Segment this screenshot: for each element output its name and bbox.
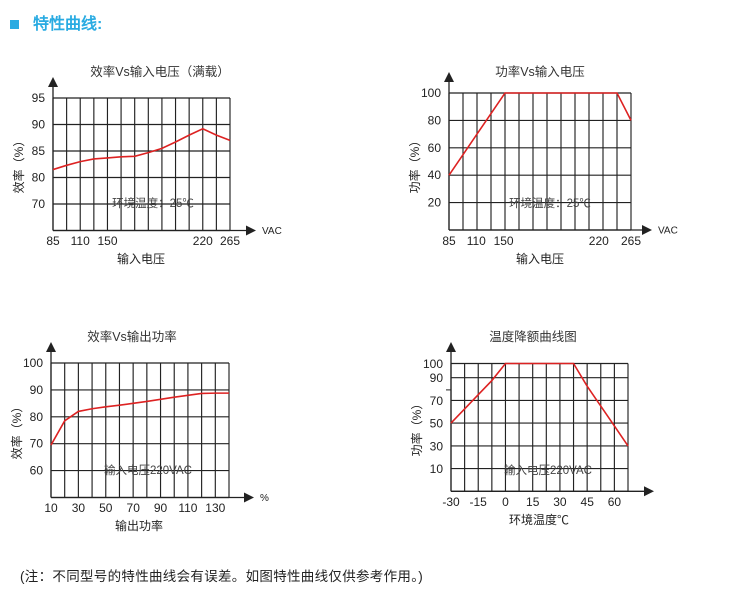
svg-text:90: 90 — [32, 118, 46, 132]
svg-text:85: 85 — [32, 144, 46, 158]
svg-text:15: 15 — [526, 495, 540, 509]
svg-text:输出功率: 输出功率 — [115, 518, 163, 533]
svg-text:VAC: VAC — [262, 226, 282, 237]
svg-text:110: 110 — [71, 234, 90, 248]
svg-text:-15: -15 — [470, 495, 488, 509]
svg-text:效率（%）: 效率（%） — [11, 135, 26, 194]
svg-text:-30: -30 — [442, 495, 460, 509]
svg-text:265: 265 — [220, 234, 240, 248]
svg-text:0: 0 — [502, 495, 509, 509]
svg-text:功率Vs输入电压: 功率Vs输入电压 — [495, 64, 585, 79]
svg-text:效率Vs输入电压（满载）: 效率Vs输入电压（满载） — [90, 64, 230, 79]
svg-text:环境温度：25℃: 环境温度：25℃ — [112, 196, 194, 210]
svg-text:60: 60 — [30, 464, 44, 478]
svg-text:70: 70 — [430, 394, 444, 408]
svg-text:输入电压: 输入电压 — [516, 251, 564, 266]
svg-text:30: 30 — [72, 501, 86, 515]
svg-text:环境温度℃: 环境温度℃ — [509, 512, 569, 527]
svg-text:85: 85 — [442, 234, 456, 248]
svg-text:温度降额曲线图: 温度降额曲线图 — [489, 329, 577, 344]
svg-text:45: 45 — [581, 495, 595, 509]
svg-text:30: 30 — [553, 495, 567, 509]
svg-text:90: 90 — [154, 501, 168, 515]
svg-text:220: 220 — [193, 234, 213, 248]
svg-text:80: 80 — [428, 113, 442, 127]
svg-text:50: 50 — [99, 501, 113, 515]
svg-text:40: 40 — [428, 168, 442, 182]
svg-text:30: 30 — [430, 439, 444, 453]
svg-text:特性曲线:: 特性曲线: — [33, 14, 102, 33]
svg-text:输入电压: 输入电压 — [117, 251, 165, 266]
svg-text:环境温度：25℃: 环境温度：25℃ — [509, 196, 591, 210]
svg-text:95: 95 — [32, 91, 46, 105]
svg-text:60: 60 — [428, 141, 442, 155]
svg-text:效率（%）: 效率（%） — [9, 401, 24, 460]
svg-text:60: 60 — [608, 495, 622, 509]
svg-text:50: 50 — [430, 417, 444, 431]
svg-text:265: 265 — [621, 234, 641, 248]
svg-text:输入电压220VAC: 输入电压220VAC — [504, 463, 592, 477]
svg-text:150: 150 — [97, 234, 117, 248]
svg-text:220: 220 — [589, 234, 609, 248]
svg-text:90: 90 — [430, 371, 444, 385]
svg-text:80: 80 — [32, 171, 46, 185]
svg-text:110: 110 — [178, 501, 197, 515]
svg-text:130: 130 — [205, 501, 225, 515]
svg-text:功率（%）: 功率（%） — [407, 135, 422, 194]
svg-text:100: 100 — [421, 86, 441, 100]
svg-text:100: 100 — [423, 357, 443, 371]
svg-text:150: 150 — [494, 234, 514, 248]
svg-text:70: 70 — [32, 197, 46, 211]
svg-text:VAC: VAC — [658, 226, 678, 237]
svg-text:70: 70 — [30, 437, 44, 451]
svg-text:70: 70 — [127, 501, 141, 515]
svg-text:效率Vs输出功率: 效率Vs输出功率 — [87, 329, 177, 344]
svg-text:85: 85 — [46, 234, 60, 248]
svg-text:%: % — [260, 493, 269, 504]
svg-text:10: 10 — [430, 462, 444, 476]
svg-text:20: 20 — [428, 196, 442, 210]
svg-text:功率（%）: 功率（%） — [409, 398, 424, 457]
svg-text:10: 10 — [44, 501, 58, 515]
svg-text:110: 110 — [467, 234, 486, 248]
svg-text:(注：不同型号的特性曲线会有误差。如图特性曲线仅供参考作用。: (注：不同型号的特性曲线会有误差。如图特性曲线仅供参考作用。) — [20, 568, 423, 584]
svg-text:80: 80 — [30, 410, 44, 424]
svg-text:100: 100 — [23, 356, 43, 370]
svg-text:输入电压220VAC: 输入电压220VAC — [104, 463, 192, 477]
svg-text:90: 90 — [30, 383, 44, 397]
